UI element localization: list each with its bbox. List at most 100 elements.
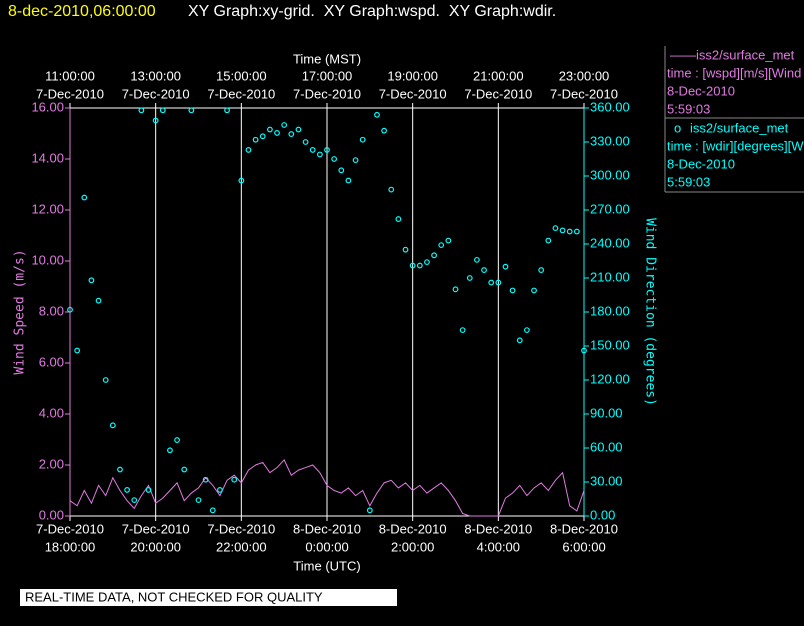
legend-date: 8-Dec-2010 xyxy=(667,83,735,98)
direction-point xyxy=(559,227,566,234)
direction-point xyxy=(545,237,552,244)
direction-point xyxy=(238,177,245,184)
direction-point xyxy=(252,136,259,143)
direction-point xyxy=(217,487,223,493)
direction-point xyxy=(395,216,402,222)
direction-point xyxy=(159,107,166,114)
direction-point xyxy=(67,306,73,313)
direction-point xyxy=(345,177,352,184)
x2-tick-label: 7-Dec-2010 xyxy=(550,86,618,101)
direction-point xyxy=(573,228,580,235)
y2-tick-label: 60.00 xyxy=(590,439,623,454)
x2-tick-label: 21:00:00 xyxy=(473,68,524,83)
direction-point xyxy=(124,487,131,493)
y2-tick-label: 150.00 xyxy=(590,337,630,352)
direction-point xyxy=(202,476,209,483)
y-tick-label: 12.00 xyxy=(31,201,64,216)
x-tick-label: 6:00:00 xyxy=(562,539,605,554)
direction-point xyxy=(466,275,473,281)
x-tick-label: 8-Dec-2010 xyxy=(550,521,618,536)
legend-name: iss2/surface_met xyxy=(696,47,795,62)
direction-point xyxy=(331,156,338,162)
y2-tick-label: 210.00 xyxy=(590,269,630,284)
x-tick-label: 7-Dec-2010 xyxy=(207,521,275,536)
direction-point xyxy=(274,130,280,136)
x2-tick-label: 7-Dec-2010 xyxy=(293,86,361,101)
x2-tick-label: 19:00:00 xyxy=(387,68,438,83)
x2-tick-label: 7-Dec-2010 xyxy=(207,86,275,101)
direction-point xyxy=(374,111,380,118)
direction-point xyxy=(516,337,523,344)
legend-time: 5:59:03 xyxy=(667,101,710,116)
y-tick-label: 2.00 xyxy=(39,456,64,471)
direction-point xyxy=(438,242,445,249)
direction-point xyxy=(481,267,487,273)
direction-point xyxy=(531,287,537,294)
x-tick-label: 4:00:00 xyxy=(477,539,520,554)
legend-detail: time : [wdir][degrees][W xyxy=(667,138,804,153)
x2-tick-label: 17:00:00 xyxy=(302,68,353,83)
y-tick-label: 0.00 xyxy=(39,507,64,522)
direction-point xyxy=(338,167,345,174)
direction-point xyxy=(74,347,81,354)
direction-point xyxy=(209,507,216,514)
y2-tick-label: 270.00 xyxy=(590,201,630,216)
y2-axis-title: Wind Direction (degrees) xyxy=(643,218,658,406)
y2-tick-label: 300.00 xyxy=(590,167,630,182)
x-tick-label: 22:00:00 xyxy=(216,539,267,554)
y-tick-label: 10.00 xyxy=(31,252,64,267)
direction-point xyxy=(324,147,330,153)
legend-symbol: o xyxy=(674,120,681,135)
direction-point xyxy=(145,487,152,493)
direction-point xyxy=(431,252,437,259)
x-tick-label: 18:00:00 xyxy=(45,539,96,554)
x-tick-label: 2:00:00 xyxy=(391,539,434,554)
footer: REAL-TIME DATA, NOT CHECKED FOR QUALITY xyxy=(25,589,323,604)
direction-point xyxy=(359,136,366,143)
direction-point xyxy=(424,259,430,266)
direction-point xyxy=(109,422,116,429)
direction-point xyxy=(402,246,409,253)
y2-tick-label: 0.00 xyxy=(590,507,615,522)
direction-point xyxy=(181,466,188,473)
direction-point xyxy=(581,347,587,354)
direction-point xyxy=(316,151,323,158)
direction-point xyxy=(509,287,516,294)
x2-tick-label: 13:00:00 xyxy=(130,68,181,83)
direction-point xyxy=(88,277,95,284)
x-tick-label: 20:00:00 xyxy=(130,539,181,554)
direction-point xyxy=(81,194,88,201)
y2-tick-label: 330.00 xyxy=(590,133,630,148)
direction-point xyxy=(117,466,123,473)
direction-point xyxy=(495,279,502,286)
y2-tick-label: 90.00 xyxy=(590,405,623,420)
direction-point xyxy=(388,186,395,193)
direction-point xyxy=(366,507,373,514)
direction-point xyxy=(95,297,102,304)
direction-point xyxy=(409,262,416,269)
y2-tick-label: 360.00 xyxy=(590,99,630,114)
x-axis-title: Time (UTC) xyxy=(293,558,360,573)
direction-point xyxy=(352,157,359,164)
footer-box xyxy=(20,589,397,606)
direction-point xyxy=(474,256,480,263)
x-tick-label: 8-Dec-2010 xyxy=(379,521,447,536)
x-tick-label: 7-Dec-2010 xyxy=(36,521,104,536)
direction-point xyxy=(281,122,288,128)
graph-list: XY Graph:xy-grid. XY Graph:wspd. XY Grap… xyxy=(188,3,556,20)
direction-point xyxy=(188,107,195,114)
direction-point xyxy=(245,147,252,153)
direction-point xyxy=(266,126,273,133)
direction-point xyxy=(302,139,309,145)
direction-point xyxy=(416,262,423,269)
direction-point xyxy=(502,263,509,270)
direction-point xyxy=(488,279,495,286)
direction-point xyxy=(381,127,388,134)
y2-tick-label: 240.00 xyxy=(590,235,630,250)
legend-date: 8-Dec-2010 xyxy=(667,156,735,171)
direction-point xyxy=(295,126,302,133)
y-tick-label: 16.00 xyxy=(31,99,64,114)
x2-tick-label: 7-Dec-2010 xyxy=(122,86,190,101)
direction-point xyxy=(259,133,266,140)
